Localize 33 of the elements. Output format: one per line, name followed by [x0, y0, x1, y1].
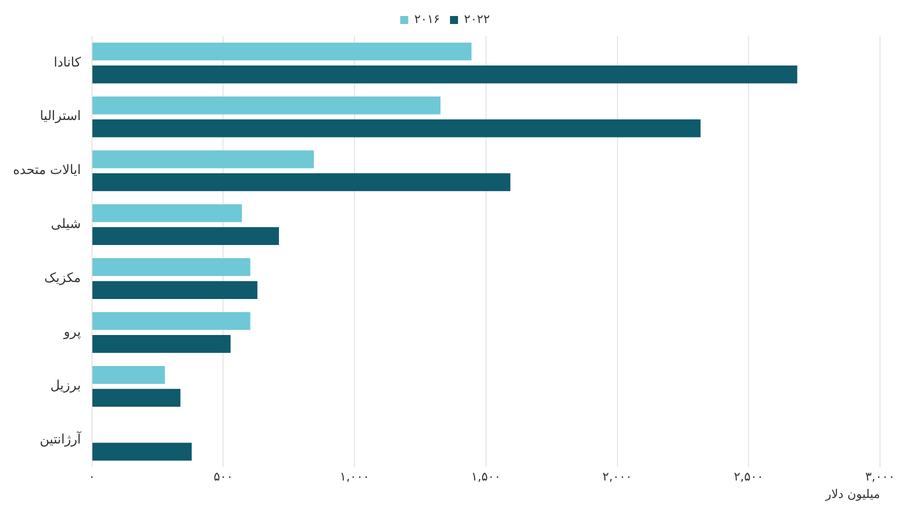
x-axis-title: میلیون دلار: [824, 486, 880, 501]
x-tick-label: ۰: [88, 470, 96, 484]
bar: [92, 42, 472, 60]
legend-label: ۲۰۲۲: [464, 12, 490, 26]
bar: [92, 388, 180, 407]
x-tick-label: ۵۰۰: [214, 470, 233, 484]
x-tick-label: ۱,۵۰۰: [471, 470, 501, 484]
bar: [92, 258, 250, 276]
x-tick-label: ۲,۵۰۰: [734, 470, 764, 484]
bar: [92, 442, 192, 461]
bar: [92, 281, 258, 299]
y-tick-label: آرژانتین: [40, 430, 82, 448]
bar: [92, 204, 242, 222]
y-tick-label: کانادا: [54, 55, 82, 70]
y-tick-label: استرالیا: [40, 109, 81, 124]
bar: [92, 173, 510, 192]
y-tick-label: ایالات متحده: [13, 163, 81, 178]
x-tick-label: ۳,۰۰۰: [865, 470, 895, 484]
bar: [92, 312, 250, 330]
bar: [92, 65, 798, 84]
y-tick-label: مکزیک: [44, 270, 81, 286]
x-tick-label: ۱,۰۰۰: [340, 470, 370, 484]
x-tick-label: ۲,۰۰۰: [602, 470, 632, 484]
bar: [92, 366, 165, 384]
bar: [92, 150, 314, 168]
y-tick-label: پرو: [62, 324, 82, 340]
bar: [92, 227, 279, 246]
bar: [92, 96, 440, 114]
bar: [92, 334, 231, 353]
bar: [92, 119, 701, 138]
legend-label: ۲۰۱۶: [414, 12, 440, 26]
y-tick-label: شیلی: [50, 217, 81, 232]
y-tick-label: برزیل: [50, 378, 81, 394]
